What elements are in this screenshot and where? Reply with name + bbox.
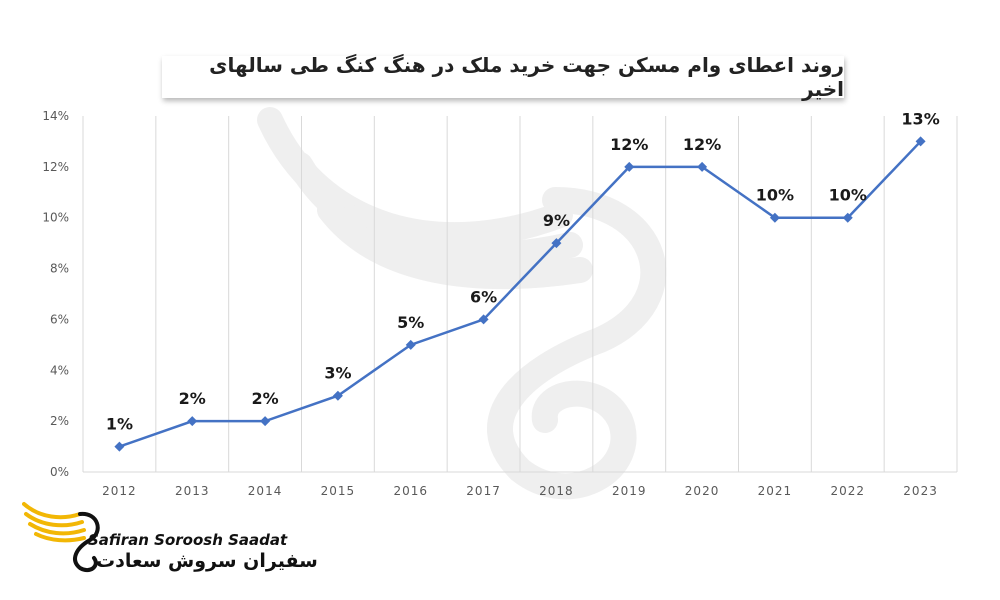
y-tick-label: 0% [50, 465, 69, 479]
series-markers [114, 136, 926, 452]
x-tick-label: 2017 [466, 484, 501, 498]
data-label: 2% [251, 389, 278, 408]
data-label: 1% [106, 415, 133, 434]
data-label: 10% [829, 186, 867, 205]
watermark-logo [257, 107, 667, 500]
y-tick-label: 8% [50, 262, 69, 276]
x-tick-label: 2016 [393, 484, 428, 498]
y-tick-label: 4% [50, 363, 69, 377]
brand-logo-icon [22, 502, 100, 573]
data-point-marker [624, 161, 635, 172]
x-tick-label: 2012 [102, 484, 137, 498]
x-tick-label: 2023 [903, 484, 938, 498]
x-tick-label: 2014 [248, 484, 283, 498]
data-label: 12% [683, 135, 721, 154]
data-label: 12% [610, 135, 648, 154]
x-tick-label: 2019 [612, 484, 647, 498]
data-labels: 1% 2% 2% 3% 5% 6% 9% 12% 12% 10% 10% 13% [106, 109, 940, 433]
data-point-marker [478, 314, 489, 325]
data-point-marker [769, 212, 780, 223]
y-tick-label: 2% [50, 414, 69, 428]
data-point-marker [260, 416, 271, 427]
chart-title: روند اعطای وام مسکن جهت خرید ملک در هنگ … [209, 53, 844, 101]
x-tick-label: 2018 [539, 484, 574, 498]
y-tick-label: 14% [42, 109, 69, 123]
data-point-marker [405, 339, 416, 350]
grid-lines [82, 116, 958, 473]
chart-title-box: روند اعطای وام مسکن جهت خرید ملک در هنگ … [162, 53, 844, 101]
data-label: 10% [756, 186, 794, 205]
data-label: 13% [901, 109, 939, 128]
x-axis-tick-labels: 2012 2013 2014 2015 2016 2017 2018 2019 2020 2021… [102, 484, 938, 498]
data-point-marker [842, 212, 853, 223]
data-label: 9% [543, 211, 570, 230]
data-point-marker [332, 390, 343, 401]
data-label: 6% [470, 287, 497, 306]
brand-name-persian: سفیران سروش سعادت [96, 550, 318, 572]
y-tick-label: 6% [50, 312, 69, 326]
x-tick-label: 2013 [175, 484, 210, 498]
x-tick-label: 2022 [830, 484, 865, 498]
series-line [119, 140, 922, 448]
brand-name-english: Safiran Soroosh Saadat [88, 531, 288, 549]
data-point-marker [114, 441, 125, 452]
data-label: 5% [397, 313, 424, 332]
y-tick-label: 10% [42, 211, 69, 225]
x-tick-label: 2020 [685, 484, 720, 498]
data-label: 3% [324, 364, 351, 383]
data-point-marker [697, 161, 708, 172]
data-point-marker [551, 238, 562, 249]
y-tick-label: 12% [42, 160, 69, 174]
data-point-marker [915, 136, 926, 147]
x-tick-label: 2015 [321, 484, 356, 498]
x-tick-label: 2021 [758, 484, 793, 498]
data-label: 2% [179, 389, 206, 408]
data-point-marker [187, 416, 198, 427]
y-axis-tick-labels: 0% 2% 4% 6% 8% 10% 12% 14% [42, 109, 69, 479]
